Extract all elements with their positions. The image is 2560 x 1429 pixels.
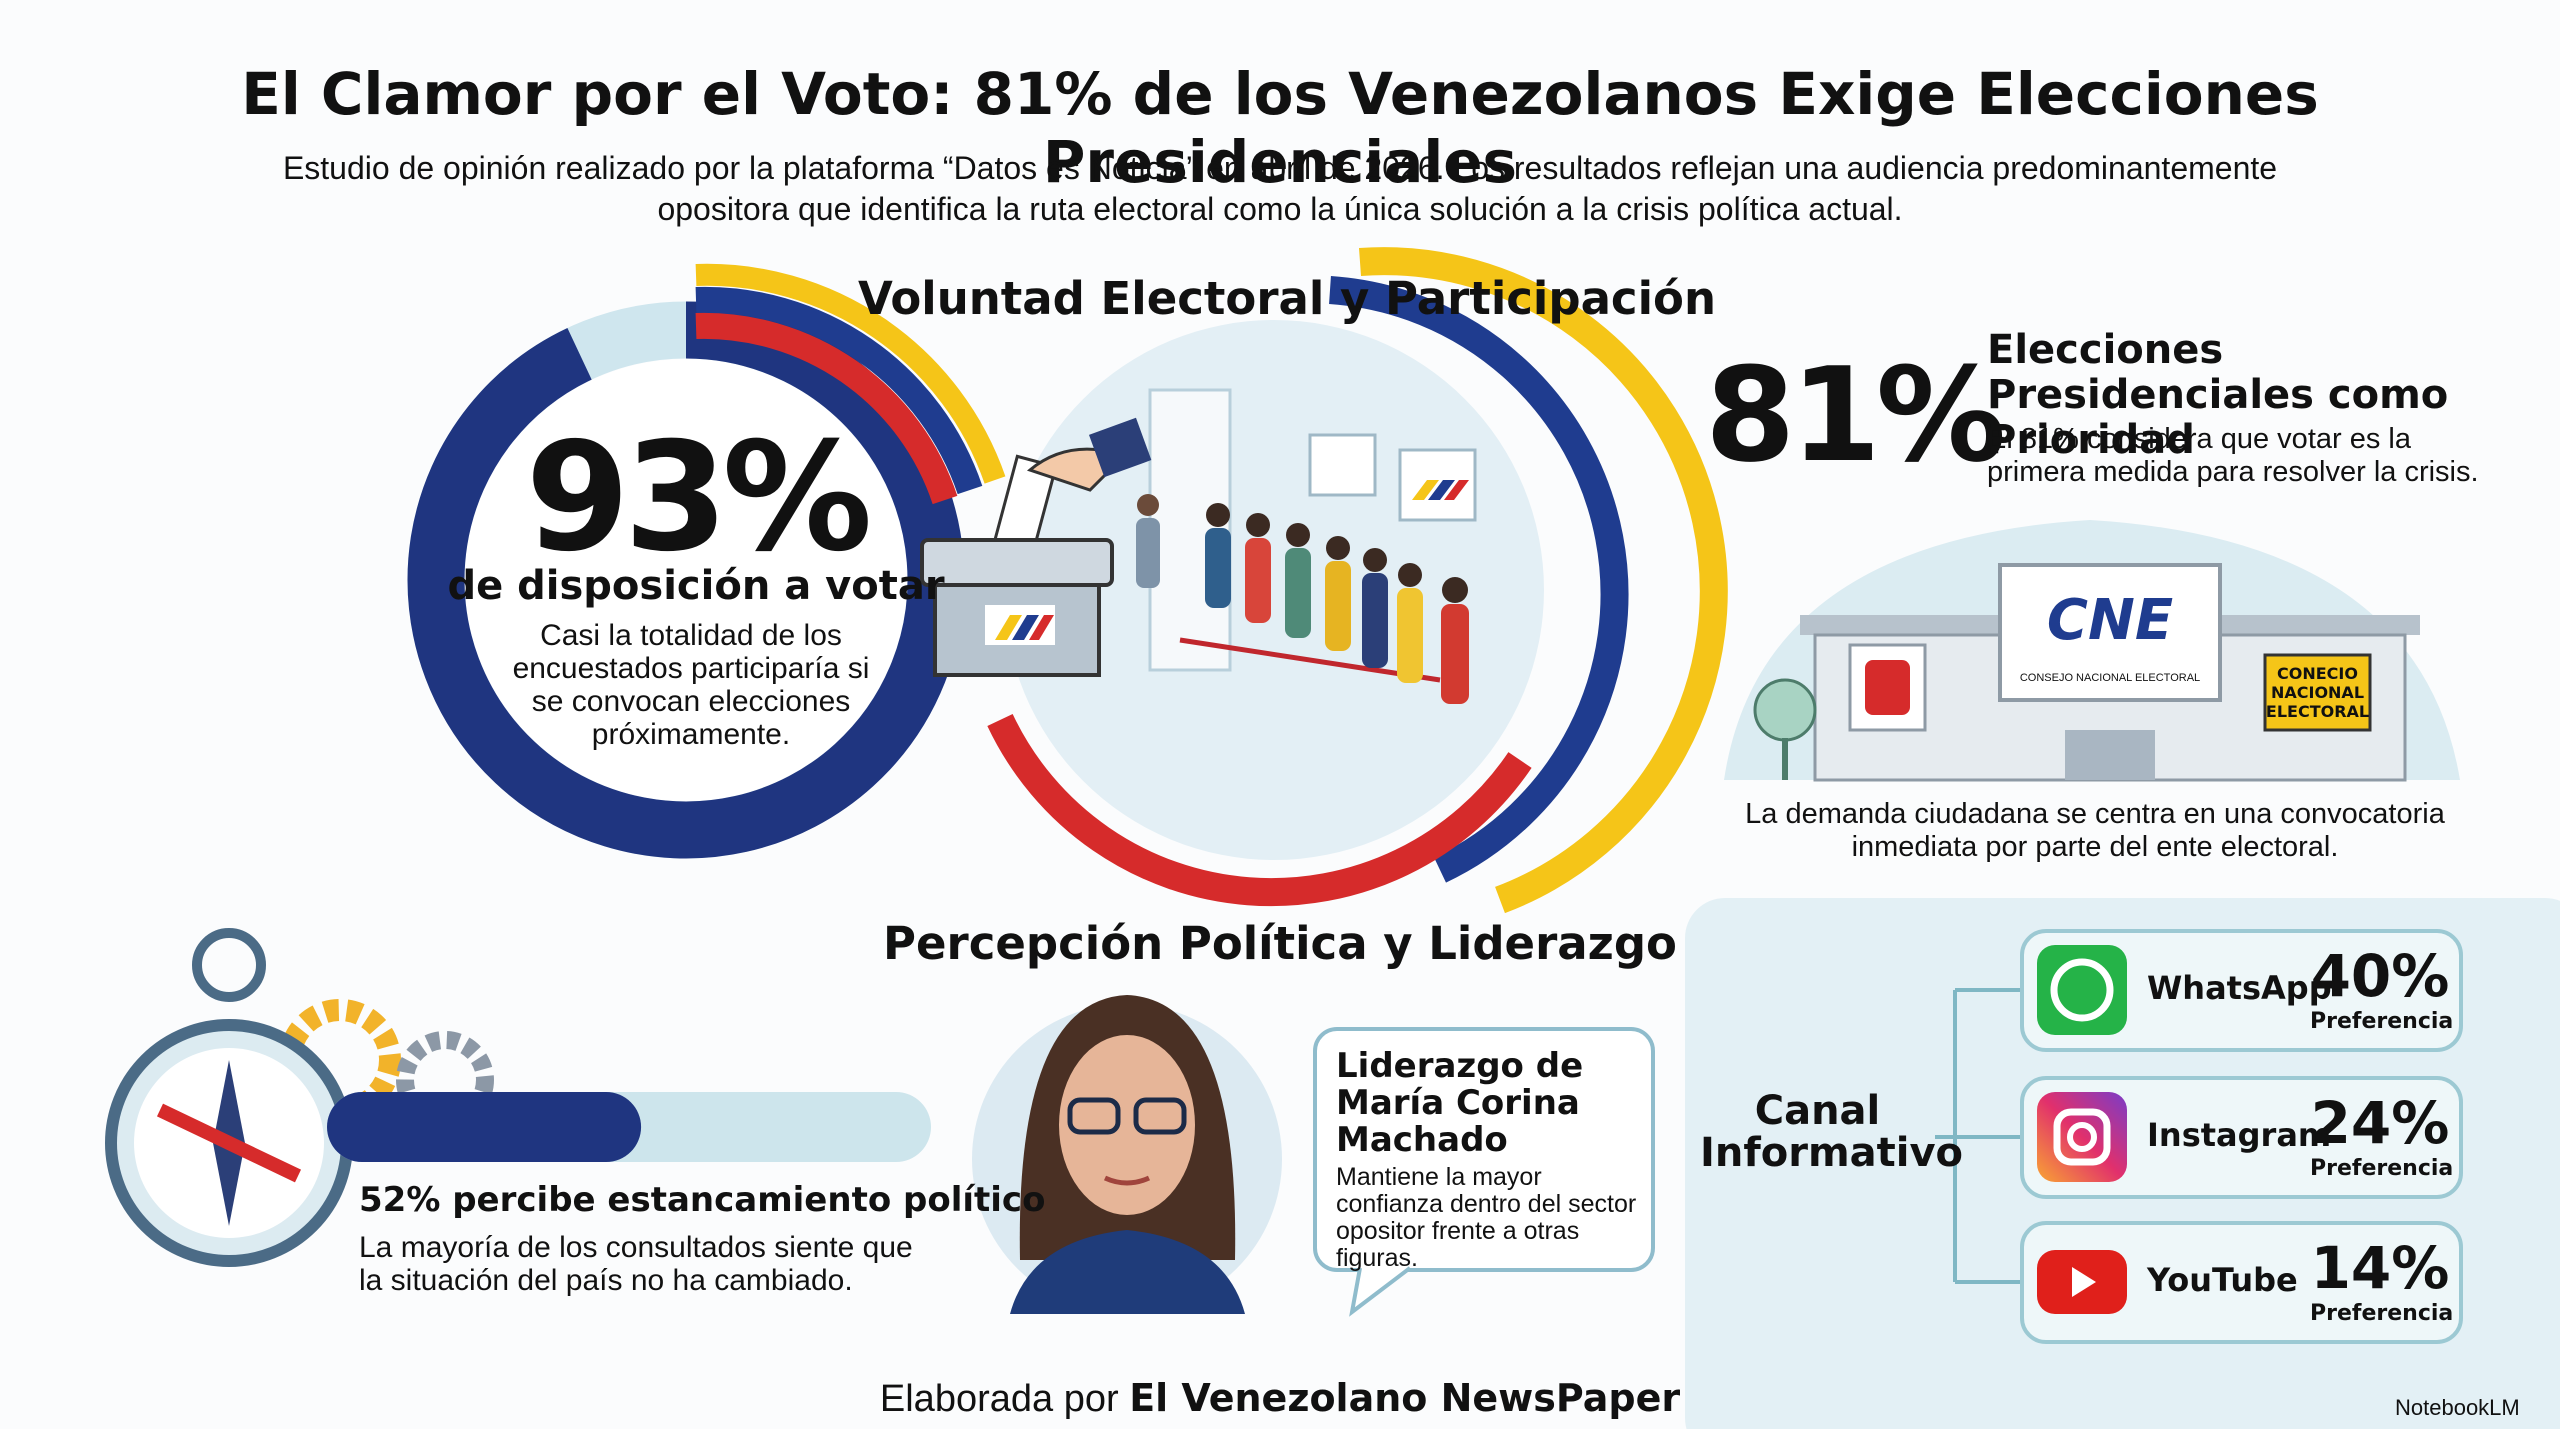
connectors	[1935, 988, 2022, 1284]
title: El Clamor por el Voto: 81% de los Venezo…	[241, 60, 2319, 196]
portrait	[972, 995, 1282, 1314]
channel-share: 40%	[2310, 942, 2450, 1010]
ring-arc	[407, 301, 965, 859]
bar-fill	[327, 1092, 642, 1162]
channel-caption: Preferencia	[2310, 1301, 2454, 1326]
section-heading: Voluntad Electoral y Participación	[858, 272, 1716, 325]
cne-logo: CNE	[2046, 588, 2174, 653]
ballot-box	[920, 417, 1152, 677]
footer: Elaborada por El Venezolano NewsPaper	[780, 1376, 1780, 1421]
speech-bubble	[1313, 1027, 1655, 1317]
channel-name: Instagram	[2147, 1116, 2332, 1154]
stagnation-description: La mayoría de los consultados siente que…	[359, 1231, 913, 1297]
leader-title: Liderazgo de María Corina Machado	[1336, 1046, 1584, 1160]
cne-caption: CONSEJO NACIONAL ELECTORAL	[2019, 672, 2201, 684]
cne-sign: CONECIO NACIONAL ELECTORAL	[2265, 664, 2370, 721]
priority-stat: 81%	[1705, 339, 2006, 491]
priority-title: Elecciones Presidenciales como Prioridad	[1987, 327, 2449, 463]
stat-value: 93%	[525, 411, 872, 585]
footer-publisher: El Venezolano NewsPaper	[1129, 1376, 1681, 1420]
stat-caption: de disposición a votar	[447, 563, 945, 609]
channel-caption: Preferencia	[2310, 1156, 2454, 1181]
subtitle: Estudio de opinión realizado por la plat…	[282, 150, 2278, 227]
channel-caption: Preferencia	[2310, 1009, 2454, 1034]
footer-prefix: Elaborada por	[879, 1378, 1119, 1420]
channel-cards	[2020, 929, 2463, 1344]
watermark: NotebookLM	[2395, 1395, 2520, 1420]
channel-share: 14%	[2310, 1234, 2450, 1302]
leader-description: Mantiene la mayor confianza dentro del s…	[1336, 1163, 1637, 1272]
stagnation-text: 52% percibe estancamiento político	[359, 1180, 1046, 1220]
priority-note: La demanda ciudadana se centra en una co…	[1745, 798, 2445, 863]
priority-description: El 81% considera que votar es la primera…	[1987, 423, 2479, 488]
flag-strip	[695, 263, 1006, 505]
stat-description: Casi la totalidad de los encuestados par…	[512, 619, 870, 751]
channel-share: 24%	[2310, 1089, 2450, 1157]
channel-name: WhatsApp	[2147, 969, 2332, 1007]
section-heading: Percepción Política y Liderazgo	[883, 917, 1677, 970]
channel-name: YouTube	[2147, 1261, 2298, 1299]
channel-heading: Canal Informativo	[1700, 1088, 1964, 1176]
cne-building	[1724, 520, 2460, 782]
ring-center	[465, 359, 907, 801]
